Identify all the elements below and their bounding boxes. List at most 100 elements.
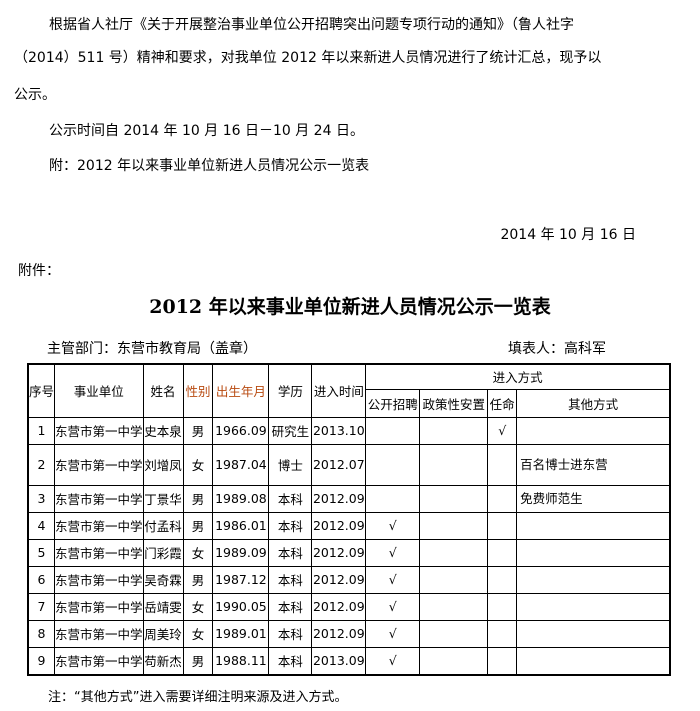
cell-birth: 1987.04 (212, 443, 270, 486)
cell-policy (419, 619, 489, 648)
table-row: 4 东营市第一中学 付孟科男 1986.01 本科 2012.09 √ (27, 511, 671, 540)
cell-unit: 东营市第一中学 (54, 511, 144, 540)
cell-name: 苟新杰 (142, 646, 184, 676)
cell-appoint (487, 592, 518, 621)
cell-appoint (487, 619, 518, 648)
personnel-table: 序号 事业单位 姓名 性别 出生年月 学历 进入时间 进入方式 公开招聘 政策性… (27, 363, 671, 676)
cell-time: 2012.07 (311, 443, 367, 486)
cell-gender: 男 (182, 416, 214, 445)
cell-time: 2012.09 (311, 538, 367, 567)
cell-no: 7 (27, 592, 56, 621)
cell-open (365, 484, 421, 513)
cell-other (516, 538, 671, 567)
cell-other (516, 565, 671, 594)
cell-name: 史本泉 (142, 416, 184, 445)
cell-time: 2012.09 (311, 592, 367, 621)
cell-no: 6 (27, 565, 56, 594)
department: 主管部门：东营市教育局（盖章） (47, 341, 257, 357)
cell-appoint: √ (487, 416, 518, 445)
cell-gender: 女 (182, 592, 214, 621)
cell-edu: 本科 (268, 484, 313, 513)
cell-name: 岳靖雯 (142, 592, 184, 621)
cell-gender: 男 (182, 565, 214, 594)
cell-no: 3 (27, 484, 56, 513)
cell-edu: 本科 (268, 565, 313, 594)
cell-birth: 1989.08 (212, 484, 270, 513)
table-row: 8 东营市第一中学 周美玲女 1989.01 本科 2012.09 √ (27, 619, 671, 648)
cell-other (516, 511, 671, 540)
cell-unit: 东营市第一中学 (54, 484, 144, 513)
notice-date: 2014 年 10 月 16 日 (500, 227, 636, 243)
cell-policy (419, 484, 489, 513)
cell-appoint (487, 538, 518, 567)
cell-no: 9 (27, 646, 56, 676)
cell-gender: 男 (182, 511, 214, 540)
cell-time: 2012.09 (311, 619, 367, 648)
cell-unit: 东营市第一中学 (54, 538, 144, 567)
cell-no: 8 (27, 619, 56, 648)
table-row: 2 东营市第一中学 刘增凤女 1987.04 博士 2012.07 百名博士进东营 (27, 443, 671, 486)
cell-policy (419, 443, 489, 486)
table-row: 9 东营市第一中学 苟新杰男 1988.11 本科 2013.09 √ (27, 646, 671, 676)
cell-birth: 1990.05 (212, 592, 270, 621)
cell-appoint (487, 443, 518, 486)
attachment-label: 附件： (18, 263, 60, 279)
cell-no: 2 (27, 443, 56, 486)
cell-name: 丁景华 (142, 484, 184, 513)
cell-other: 百名博士进东营 (516, 443, 671, 486)
header-entry-time: 进入时间 (311, 363, 367, 418)
cell-gender: 女 (182, 538, 214, 567)
header-gender: 性别 (182, 363, 214, 418)
cell-time: 2013.10 (311, 416, 367, 445)
cell-open (365, 416, 421, 445)
cell-policy (419, 592, 489, 621)
cell-appoint (487, 484, 518, 513)
header-unit: 事业单位 (54, 363, 144, 418)
cell-other (516, 592, 671, 621)
cell-open: √ (365, 538, 421, 567)
cell-open: √ (365, 511, 421, 540)
cell-birth: 1989.01 (212, 619, 270, 648)
header-birth: 出生年月 (212, 363, 270, 418)
cell-appoint (487, 511, 518, 540)
header-edu: 学历 (268, 363, 313, 418)
cell-other: 免费师范生 (516, 484, 671, 513)
cell-name: 周美玲 (142, 619, 184, 648)
header-entry-mode: 进入方式 (365, 363, 671, 390)
cell-gender: 男 (182, 484, 214, 513)
cell-open: √ (365, 592, 421, 621)
table-row: 6 东营市第一中学 吴奇霖男 1987.12 本科 2012.09 √ (27, 565, 671, 594)
cell-edu: 本科 (268, 592, 313, 621)
header-other: 其他方式 (516, 388, 671, 418)
table-row: 5 东营市第一中学 门彩霞女 1989.09 本科 2012.09 √ (27, 538, 671, 567)
cell-edu: 本科 (268, 646, 313, 676)
cell-birth: 1988.11 (212, 646, 270, 676)
cell-policy (419, 646, 489, 676)
cell-policy (419, 416, 489, 445)
cell-name: 刘增凤 (142, 443, 184, 486)
cell-unit: 东营市第一中学 (54, 619, 144, 648)
notice-line-2: （2014）511 号）精神和要求，对我单位 2012 年以来新进人员情况进行了… (14, 50, 602, 66)
footnote: 注：“其他方式”进入需要详细注明来源及进入方式。 (48, 690, 348, 705)
notice-attachment: 附：2012 年以来事业单位新进人员情况公示一览表 (49, 158, 370, 174)
table-row: 7 东营市第一中学 岳靖雯女 1990.05 本科 2012.09 √ (27, 592, 671, 621)
cell-unit: 东营市第一中学 (54, 646, 144, 676)
cell-unit: 东营市第一中学 (54, 416, 144, 445)
cell-no: 4 (27, 511, 56, 540)
cell-birth: 1966.09 (212, 416, 270, 445)
cell-edu: 博士 (268, 443, 313, 486)
cell-name: 门彩霞 (142, 538, 184, 567)
cell-birth: 1986.01 (212, 511, 270, 540)
filler: 填表人：高科军 (508, 341, 606, 357)
header-appoint: 任命 (487, 388, 518, 418)
cell-open: √ (365, 646, 421, 676)
cell-birth: 1987.12 (212, 565, 270, 594)
table-row: 3 东营市第一中学 丁景华男 1989.08 本科 2012.09 免费师范生 (27, 484, 671, 513)
cell-other (516, 416, 671, 445)
header-open: 公开招聘 (365, 388, 421, 418)
cell-no: 5 (27, 538, 56, 567)
cell-appoint (487, 646, 518, 676)
cell-edu: 本科 (268, 619, 313, 648)
cell-other (516, 619, 671, 648)
cell-edu: 本科 (268, 538, 313, 567)
